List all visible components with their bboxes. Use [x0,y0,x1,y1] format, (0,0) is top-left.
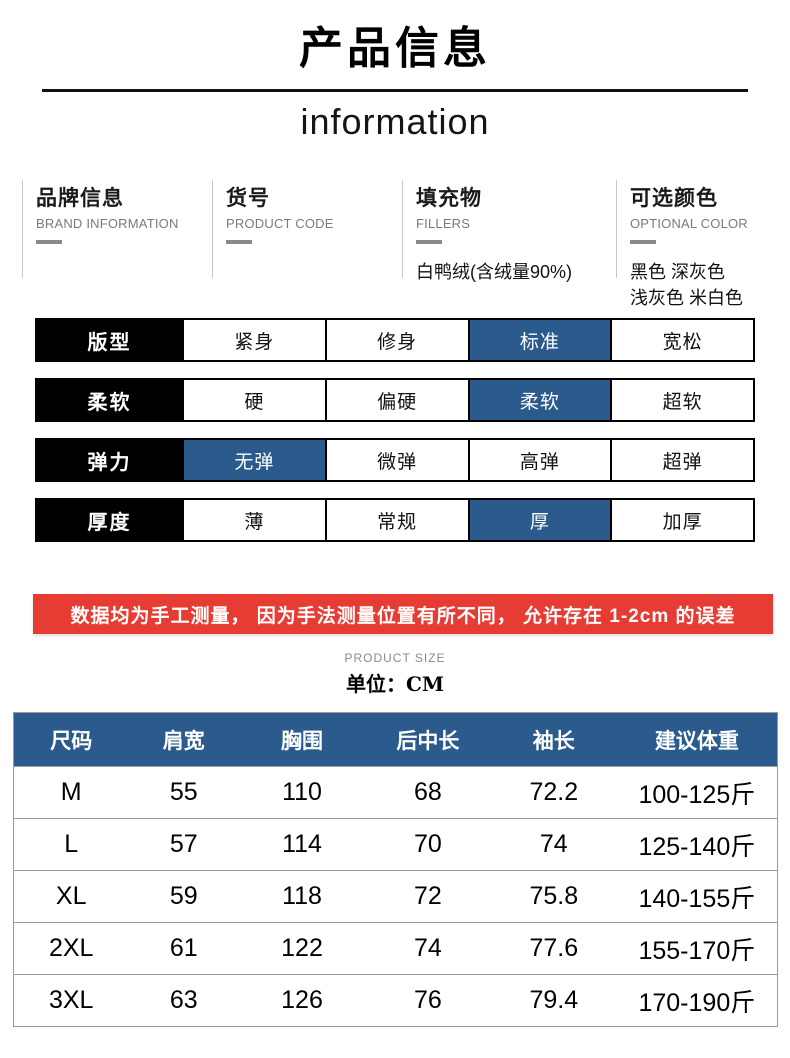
size-table-header-cell: 袖长 [532,729,575,753]
size-table-row-m: M 55 110 68 72.2 100-125斤 [14,766,777,818]
size-table-cell: 70 [413,830,442,858]
size-table-header-cell: 建议体重 [654,729,739,753]
size-table-row-l: L 57 114 70 74 125-140斤 [14,818,777,870]
size-table-header: 尺码 肩宽 胸围 后中长 袖长 建议体重 [14,713,777,766]
size-table-cell: M [60,778,82,806]
info-column-dash [226,240,252,244]
attribute-option-selected: 厚 [467,500,611,540]
size-table-cell: L [64,830,79,858]
info-columns-section: 品牌信息 BRAND INFORMATION 货号 PRODUCT CODE 填… [22,180,778,308]
attribute-option: 偏硬 [324,380,468,420]
attribute-row-fit: 版型 紧身 修身 标准 宽松 [35,318,755,362]
attribute-label: 柔软 [37,380,182,420]
title-divider [42,89,748,92]
size-table-cell: 57 [169,830,198,858]
attribute-label: 弹力 [37,440,182,480]
size-table-cell: 2XL [48,934,94,962]
attribute-row-thickness: 厚度 薄 常规 厚 加厚 [35,498,755,542]
size-table-cell: 125-140斤 [638,832,756,861]
size-table-cell: 3XL [48,986,94,1014]
attribute-option: 常规 [324,500,468,540]
attribute-option: 宽松 [610,320,753,360]
info-column-subtitle: PRODUCT CODE [226,216,334,231]
measurement-notice-banner: 数据均为手工测量， 因为手法测量位置有所不同， 允许存在 1-2cm 的误差 [33,594,773,634]
size-table-cell: 74 [413,934,442,962]
size-table-row-3xl: 3XL 63 126 76 79.4 170-190斤 [14,974,777,1026]
size-table-cell: 63 [169,986,198,1014]
attribute-option: 加厚 [610,500,753,540]
attribute-option: 高弹 [467,440,611,480]
size-table-cell: 110 [282,778,322,806]
info-column-dash [36,240,62,244]
page-subtitle: information [300,101,490,142]
attribute-option: 微弹 [324,440,468,480]
size-table-cell: 55 [169,778,198,806]
size-table-cell: 59 [169,882,198,910]
info-column-title: 品牌信息 [36,187,124,210]
size-table-cell: 170-190斤 [638,988,756,1017]
size-table-cell: 61 [169,934,198,962]
attribute-option: 紧身 [182,320,325,360]
attribute-option: 薄 [182,500,325,540]
info-column-dash [416,240,442,244]
attribute-option-selected: 无弹 [182,440,325,480]
info-column-subtitle: FILLERS [416,216,471,231]
info-column-fillers: 填充物 FILLERS 白鸭绒(含绒量90%) [402,180,616,282]
size-table-cell: 72 [413,882,442,910]
info-column-value: 黑色 深灰色 浅灰色 米白色 [630,262,744,309]
size-table-cell: 114 [282,830,322,858]
size-table-header-cell: 胸围 [281,729,323,753]
size-table-header-cell: 后中长 [396,729,460,753]
size-table-header-cell: 肩宽 [162,729,205,753]
info-column-title: 填充物 [416,187,482,210]
size-table-cell: 75.8 [529,882,579,910]
attribute-label: 厚度 [37,500,182,540]
size-table-row-2xl: 2XL 61 122 74 77.6 155-170斤 [14,922,777,974]
attribute-option: 修身 [324,320,468,360]
size-table: 尺码 肩宽 胸围 后中长 袖长 建议体重 M 55 110 68 72.2 10… [13,712,778,1027]
attribute-option: 超软 [610,380,753,420]
attribute-option: 超弹 [610,440,753,480]
attribute-row-softness: 柔软 硬 偏硬 柔软 超软 [35,378,755,422]
size-table-cell: 72.2 [529,778,579,806]
info-column-dash [630,240,656,244]
info-column-subtitle: OPTIONAL COLOR [630,216,748,231]
size-table-cell: 74 [539,830,568,858]
size-table-row-xl: XL 59 118 72 75.8 140-155斤 [14,870,777,922]
size-unit-label: 单位：CM [345,672,445,696]
size-table-cell: 155-170斤 [638,936,756,965]
attribute-label: 版型 [37,320,182,360]
info-column-brand: 品牌信息 BRAND INFORMATION [22,180,212,278]
info-column-optional-color: 可选颜色 OPTIONAL COLOR 黑色 深灰色 浅灰色 米白色 [616,180,778,308]
info-column-subtitle: BRAND INFORMATION [36,216,179,231]
size-table-cell: 140-155斤 [638,884,756,913]
attribute-option: 硬 [182,380,325,420]
info-column-title: 货号 [226,187,270,210]
size-table-cell: 100-125斤 [638,780,756,809]
product-size-eyebrow: PRODUCT SIZE [344,651,446,665]
info-column-title: 可选颜色 [630,187,718,210]
size-table-cell: 122 [281,934,323,962]
attribute-option-selected: 标准 [467,320,611,360]
size-table-cell: 118 [282,882,322,910]
size-table-cell: 68 [413,778,442,806]
size-table-cell: 79.4 [529,986,579,1014]
size-table-cell: XL [55,882,87,910]
attribute-table: 版型 紧身 修身 标准 宽松 柔软 硬 偏硬 柔软 超软 弹力 无弹 微弹 高弹… [35,318,755,542]
info-column-value: 白鸭绒(含绒量90%) [416,262,573,282]
size-table-cell: 77.6 [529,934,579,962]
page-title: 产品信息 [299,24,491,73]
size-table-header-cell: 尺码 [50,729,93,753]
attribute-option-selected: 柔软 [467,380,611,420]
attribute-row-elasticity: 弹力 无弹 微弹 高弹 超弹 [35,438,755,482]
size-table-cell: 76 [413,986,442,1014]
info-column-product-code: 货号 PRODUCT CODE [212,180,402,278]
size-table-cell: 126 [281,986,323,1014]
